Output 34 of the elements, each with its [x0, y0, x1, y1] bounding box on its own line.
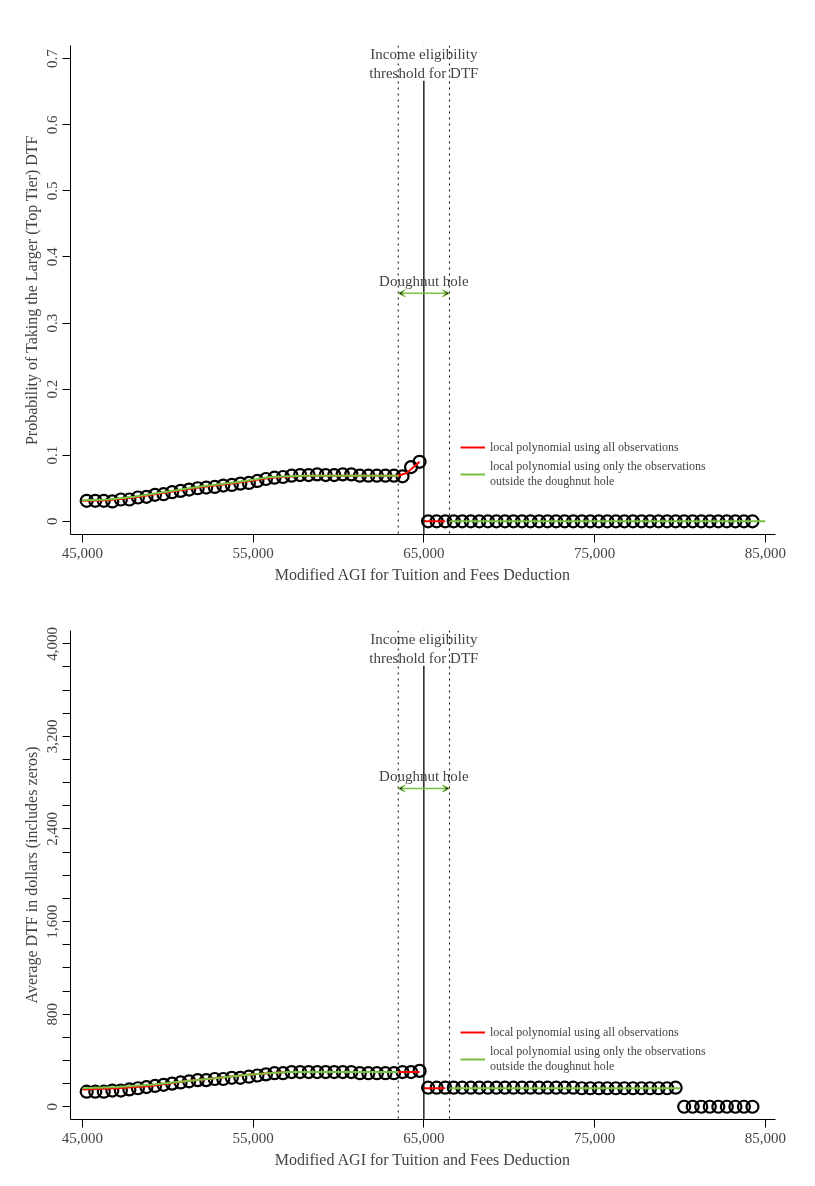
y-tick-label: 2,400 [44, 812, 61, 846]
ref-line-label: Income eligibility threshold for DTF [369, 630, 479, 666]
x-tick-label: 45,000 [61, 1129, 104, 1146]
y-axis-title: Probability of Taking the Larger (Top Tier) DTF [22, 135, 41, 446]
x-axis-title: Modified AGI for Tuition and Fees Deduction [274, 1150, 570, 1168]
y-tick-label: 0.5 [44, 181, 61, 201]
legend-label: local polynomial using only the observations outside the doughnut hole [490, 459, 706, 489]
ref-line-label: Income eligibility threshold for DTF [369, 45, 479, 81]
y-axis-title: Average DTF in dollars (includes zeros) [22, 746, 41, 1004]
y-tick-label: 0.1 [44, 445, 61, 465]
x-tick-label: 65,000 [403, 544, 445, 561]
y-tick-label: 0.2 [44, 379, 61, 399]
y-tick-label: 1,600 [44, 904, 61, 939]
x-tick-label: 75,000 [573, 544, 616, 561]
y-tick-label: 0.6 [44, 114, 61, 135]
y-tick-label: 0.3 [44, 313, 61, 333]
legend-label: local polynomial using all observations [490, 1024, 679, 1040]
y-tick-label: 4,000 [44, 626, 61, 661]
y-tick-label: 0 [44, 517, 61, 526]
x-axis-title: Modified AGI for Tuition and Fees Deduction [274, 565, 570, 583]
x-tick-label: 65,000 [403, 1129, 445, 1146]
x-tick-label: 55,000 [232, 1129, 274, 1146]
y-tick-label: 0.4 [44, 247, 61, 267]
x-tick-label: 75,000 [573, 1129, 616, 1146]
y-tick-label: 800 [44, 1002, 61, 1026]
y-tick-label: 3,200 [44, 719, 61, 754]
y-tick-label: 0 [44, 1103, 61, 1111]
x-tick-label: 85,000 [744, 1129, 786, 1146]
x-tick-label: 85,000 [744, 544, 786, 561]
legend-label: local polynomial using all observations [490, 439, 679, 455]
x-tick-label: 45,000 [61, 544, 104, 561]
y-tick-label: 0.7 [44, 48, 61, 69]
legend-label: local polynomial using only the observations outside the doughnut hole [490, 1044, 706, 1074]
x-tick-label: 55,000 [232, 544, 274, 561]
